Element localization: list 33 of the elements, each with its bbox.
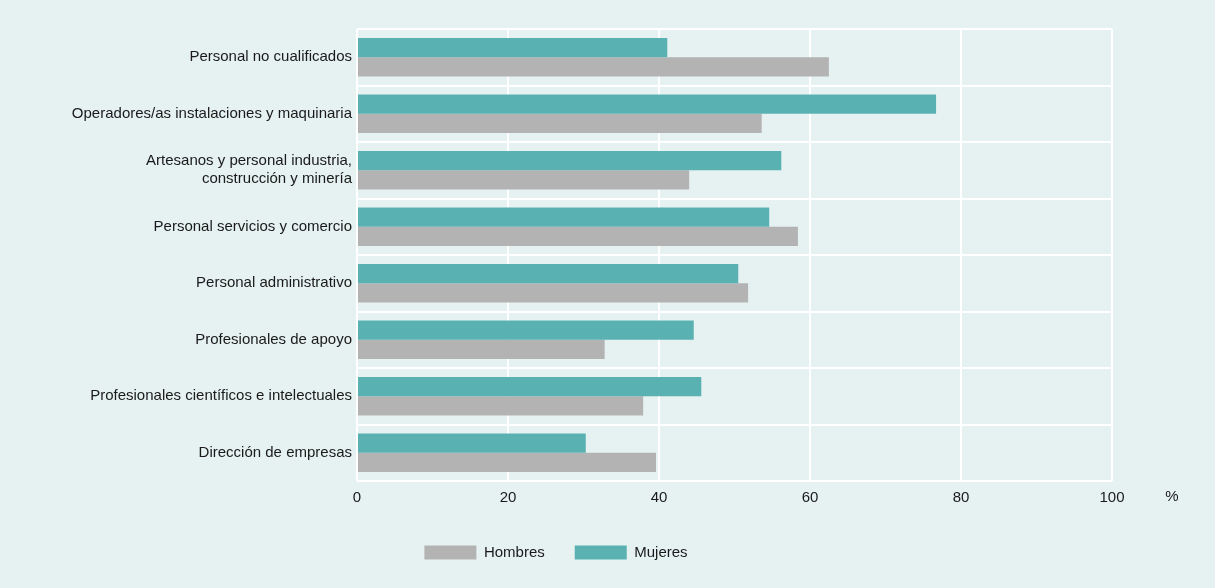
bar [358,377,702,397]
legend-label: Hombres [483,542,545,560]
bar [358,207,770,227]
x-tick-label: 60 [801,488,819,506]
x-tick-label: 100 [1099,488,1125,506]
bar [358,320,694,340]
bar [358,433,586,453]
bar [358,170,690,190]
y-tick-label: Dirección de empresas [198,442,352,460]
bar [358,283,749,303]
x-tick-label: 40 [650,488,668,506]
y-tick-label: Personal administrativo [196,273,352,291]
y-tick-label: Personal servicios y comercio [153,216,352,234]
bar [358,226,798,246]
bar [358,151,782,171]
bar [358,396,644,416]
bar [358,264,739,284]
x-tick-label: 0 [352,488,362,506]
y-tick-label: Personal no cualificados [189,47,352,65]
x-axis-title: % [1165,486,1179,504]
x-tick-label: 80 [952,488,970,506]
bar [358,339,605,359]
y-tick-label: Artesanos y personal industria, construcción y minería [146,151,353,187]
bar [358,113,762,133]
legend-label: Mujeres [634,542,688,560]
bar [358,38,668,58]
bar [358,452,656,472]
bar [358,57,829,77]
y-tick-label: Operadores/as instalaciones y maquinaria [71,103,353,121]
y-tick-label: Profesionales de apoyo [195,329,352,347]
bar [358,94,937,114]
x-tick-label: 20 [499,488,517,506]
y-tick-label: Profesionales científicos e intelectuales [90,386,352,404]
